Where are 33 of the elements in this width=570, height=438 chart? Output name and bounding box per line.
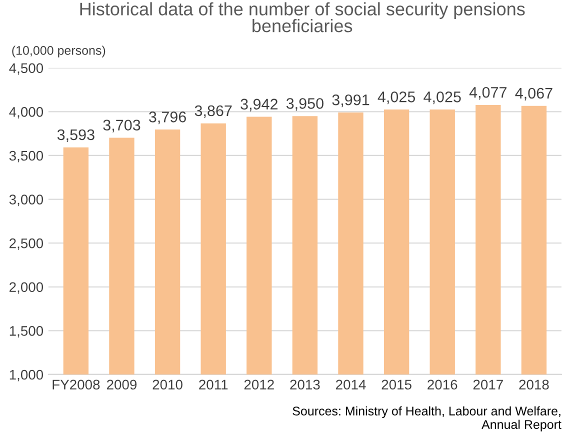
x-tick-label: 2010: [152, 380, 182, 390]
data-label: 3,703: [103, 120, 140, 132]
y-tick-label: 2,500: [10, 238, 44, 250]
x-tick-label: 2012: [244, 380, 274, 390]
y-tick-label: 4,500: [9, 63, 44, 75]
data-label: 3,942: [240, 98, 278, 112]
x-tick-label: 2018: [519, 380, 549, 390]
y-axis-title: (10,000 persons): [12, 46, 106, 58]
data-label: 4,077: [469, 86, 507, 100]
y-tick-label: 4,000: [9, 107, 44, 118]
y-tick-label: 1,500: [10, 326, 44, 338]
x-tick-label: 2009: [106, 380, 137, 390]
chart-title: Historical data of the number of social security pensions beneficiaries: [80, 2, 525, 32]
data-label: 3,991: [332, 94, 370, 108]
data-label: 4,025: [378, 91, 416, 104]
data-label: 3,950: [286, 98, 324, 111]
x-tick-label: FY2008: [52, 380, 100, 390]
data-label: 3,593: [57, 129, 94, 142]
data-label: 3,867: [194, 105, 232, 118]
data-label: 4,067: [515, 88, 552, 100]
x-tick-label: 2013: [290, 380, 320, 390]
data-label: 4,025: [424, 91, 461, 104]
x-tick-label: 2015: [382, 380, 412, 390]
y-tick-label: 1,000: [10, 370, 44, 382]
data-label: 3,796: [149, 112, 186, 124]
x-tick-label: 2016: [428, 380, 458, 390]
y-tick-label: 2,000: [10, 282, 44, 294]
x-tick-label: 2014: [336, 380, 366, 390]
source-note: Sources: Ministry of Health, Labour and Welfare, Annual Report: [292, 406, 562, 432]
x-tick-label: 2011: [199, 380, 228, 390]
y-tick-label: 3,000: [9, 194, 44, 206]
y-tick-label: 3,500: [9, 150, 44, 162]
x-tick-label: 2017: [473, 380, 503, 390]
